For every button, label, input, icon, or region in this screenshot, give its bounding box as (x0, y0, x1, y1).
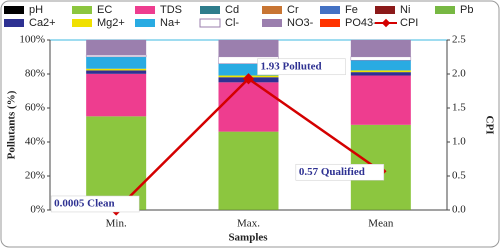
y2-tick-label: 2.0 (452, 68, 466, 80)
y2-tick-label: 2.5 (452, 34, 466, 46)
bar-segment (350, 70, 411, 73)
bar-segment (350, 60, 411, 71)
legend-label: Ni (400, 4, 410, 16)
legend-swatch (375, 6, 395, 14)
legend-swatch (4, 19, 24, 27)
bar-segment (350, 56, 412, 61)
legend-swatch (200, 6, 220, 14)
legend-swatch (72, 19, 92, 27)
bar-segment (218, 82, 279, 132)
bar-segment (86, 68, 147, 71)
bar-segment (85, 54, 147, 58)
data-label-box (50, 195, 140, 213)
legend-label: TDS (160, 4, 182, 16)
bar-segment (86, 73, 147, 117)
x-tick-label: Min. (106, 218, 127, 230)
data-label: 0.0005 Clean (54, 197, 115, 209)
y-tick-label: 80% (25, 68, 45, 80)
legend-label: Cd (225, 4, 239, 16)
legend-swatch (262, 6, 282, 14)
legend-label: CPI (400, 17, 418, 29)
legend-label: pH (29, 4, 43, 16)
legend-swatch (262, 19, 282, 27)
y2-tick-label: 0.5 (452, 170, 466, 182)
x-tick-label: Max. (237, 218, 260, 230)
legend-swatch (135, 6, 155, 14)
data-label: 1.93 Polluted (261, 60, 322, 72)
bar-segment (350, 75, 411, 125)
bar-segment (350, 39, 411, 57)
y-tick-label: 40% (25, 136, 45, 148)
bar-segment (86, 70, 147, 74)
bar-segment (86, 39, 147, 56)
legend-swatch (320, 6, 340, 14)
legend-label: Cl- (225, 17, 239, 29)
legend-label: EC (97, 4, 112, 16)
legend-label: Pb (460, 4, 473, 16)
y-axis-title: Pollutants (%) (6, 90, 18, 159)
data-label-box (257, 58, 346, 76)
data-label-box (295, 163, 385, 181)
y2-tick-label: 1.5 (452, 102, 466, 114)
x-tick-label: Mean (368, 218, 394, 230)
legend-swatch (135, 19, 155, 27)
legend-swatch (435, 6, 455, 14)
bar-segment (218, 39, 279, 57)
legend-swatch (4, 6, 24, 14)
legend-label: Mg2+ (97, 17, 125, 29)
y2-tick-label: 0.0 (452, 204, 466, 216)
legend-swatch (381, 18, 391, 28)
bar-segment (86, 116, 147, 210)
legend-label: PO43- (345, 17, 377, 29)
x-axis-title: Samples (228, 232, 268, 244)
legend-label: Cr (287, 4, 299, 16)
bar-segment (218, 131, 279, 210)
y2-tick-label: 1.0 (452, 136, 466, 148)
y-tick-label: 0% (30, 204, 45, 216)
legend-label: NO3- (287, 17, 314, 29)
bar-segment (350, 72, 411, 76)
y2-axis-title: CPI (483, 116, 495, 135)
y-tick-label: 100% (19, 34, 45, 46)
legend-label: Fe (345, 4, 358, 16)
legend-label: Ca2+ (29, 17, 56, 29)
legend-swatch (320, 19, 340, 27)
y-tick-label: 60% (25, 102, 45, 114)
legend-swatch (199, 18, 221, 28)
bar-segment (86, 56, 147, 69)
legend-swatch (72, 6, 92, 14)
bar-segment (218, 63, 279, 76)
y-tick-label: 20% (25, 170, 45, 182)
data-label: 0.57 Qualified (299, 166, 365, 178)
legend-label: Na+ (160, 17, 181, 29)
